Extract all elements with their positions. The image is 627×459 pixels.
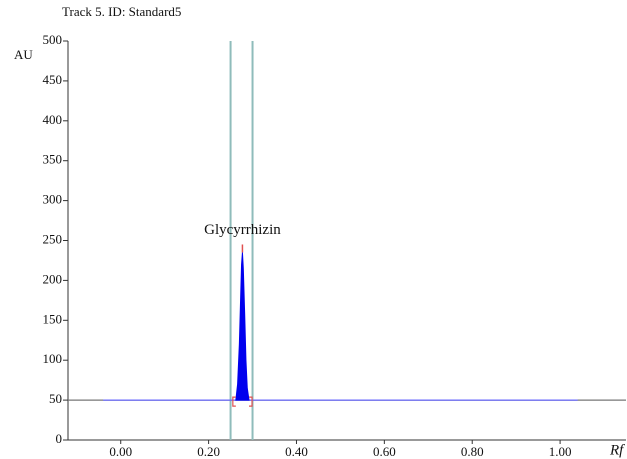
y-tick-label: 400 [43, 112, 63, 127]
y-tick-label: 100 [43, 351, 63, 366]
x-tick-label: 1.00 [549, 444, 572, 459]
y-tick-label: 150 [43, 311, 63, 326]
peak-bound [249, 396, 253, 407]
x-tick-label: 0.80 [461, 444, 484, 459]
y-tick-label: 450 [43, 72, 63, 87]
x-axis-label: Rf [609, 442, 625, 458]
y-tick-label: 200 [43, 271, 63, 286]
y-tick-label: 300 [43, 192, 63, 207]
chart-title: Track 5. ID: Standard5 [62, 4, 181, 19]
x-tick-label: 0.40 [285, 444, 308, 459]
x-tick-label: 0.00 [109, 444, 132, 459]
y-axis-label: AU [14, 47, 33, 62]
x-tick-label: 0.60 [373, 444, 396, 459]
peak-area [235, 252, 250, 401]
peak-bound [232, 396, 236, 407]
y-tick-label: 500 [43, 32, 63, 47]
y-tick-label: 0 [56, 431, 63, 446]
x-tick-label: 0.20 [197, 444, 220, 459]
annotation: Glycyrrhizin [204, 222, 281, 238]
y-tick-label: 50 [49, 391, 62, 406]
y-tick-label: 250 [43, 231, 63, 246]
y-tick-label: 350 [43, 152, 63, 167]
